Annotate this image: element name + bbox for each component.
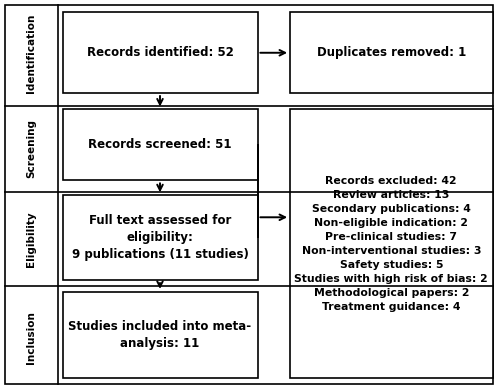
Bar <box>62 12 258 93</box>
Text: Studies included into meta-
analysis: 11: Studies included into meta- analysis: 11 <box>68 320 252 350</box>
Text: Screening: Screening <box>26 120 36 178</box>
Text: Records screened: 51: Records screened: 51 <box>88 139 232 151</box>
Text: Full text assessed for
eligibility:
9 publications (11 studies): Full text assessed for eligibility: 9 pu… <box>72 214 248 261</box>
Text: Inclusion: Inclusion <box>26 311 36 364</box>
Text: Records identified: 52: Records identified: 52 <box>86 46 234 59</box>
Text: Eligibility: Eligibility <box>26 211 36 267</box>
Bar <box>62 195 258 280</box>
Bar <box>290 12 492 93</box>
Bar <box>290 109 492 378</box>
Text: Duplicates removed: 1: Duplicates removed: 1 <box>316 46 466 59</box>
Bar <box>62 292 258 378</box>
Bar <box>62 109 258 180</box>
Text: Identification: Identification <box>26 14 36 93</box>
Text: Records excluded: 42
Review articles: 13
Secondary publications: 4
Non-eligible : Records excluded: 42 Review articles: 13… <box>294 176 488 312</box>
